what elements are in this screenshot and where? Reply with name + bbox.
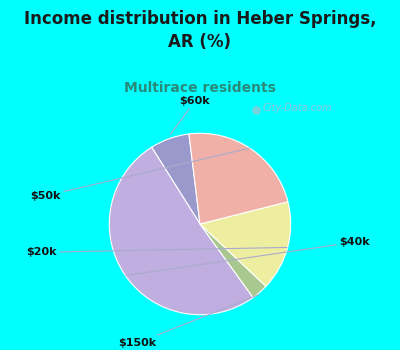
Text: City-Data.com: City-Data.com: [262, 103, 332, 113]
Text: Multirace residents: Multirace residents: [124, 80, 276, 94]
Text: $50k: $50k: [30, 148, 250, 201]
Text: $20k: $20k: [26, 247, 287, 257]
Text: $40k: $40k: [126, 237, 370, 275]
Text: $150k: $150k: [118, 295, 258, 348]
Wedge shape: [200, 202, 291, 286]
Wedge shape: [200, 224, 266, 298]
Text: Income distribution in Heber Springs,
AR (%): Income distribution in Heber Springs, AR…: [24, 10, 376, 51]
Wedge shape: [152, 134, 200, 224]
Text: $60k: $60k: [170, 96, 210, 134]
Wedge shape: [189, 133, 288, 224]
Wedge shape: [109, 147, 253, 315]
